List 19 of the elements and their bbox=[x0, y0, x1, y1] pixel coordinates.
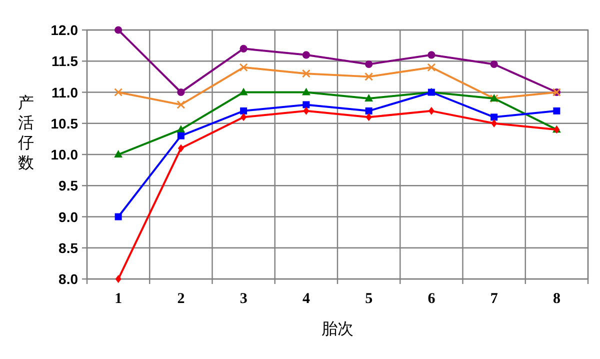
y-tick-label: 12.0 bbox=[50, 22, 78, 38]
x-tick-label: 2 bbox=[177, 291, 185, 307]
x-tick-label: 3 bbox=[240, 291, 248, 307]
y-tick-label: 8.0 bbox=[58, 271, 78, 287]
y-tick-label: 11.5 bbox=[52, 53, 78, 70]
y-tick-label: 11.0 bbox=[52, 84, 78, 100]
y-tick-label: 10.5 bbox=[50, 115, 78, 132]
y-tick-label: 10.0 bbox=[50, 146, 78, 162]
y-tick-label: 9.5 bbox=[58, 178, 78, 194]
y-tick-label: 9.0 bbox=[58, 208, 78, 225]
x-tick-label: 8 bbox=[552, 291, 560, 307]
x-tick-label: 5 bbox=[365, 291, 373, 307]
x-axis-title: 胎次 bbox=[322, 320, 354, 338]
x-tick-label: 4 bbox=[302, 291, 310, 307]
x-tick-label: 1 bbox=[114, 291, 122, 307]
x-tick-label: 6 bbox=[428, 291, 436, 307]
y-axis-title: 产活仔数 bbox=[18, 94, 34, 172]
x-tick-label: 7 bbox=[490, 291, 498, 307]
y-tick-label: 8.5 bbox=[58, 240, 78, 256]
